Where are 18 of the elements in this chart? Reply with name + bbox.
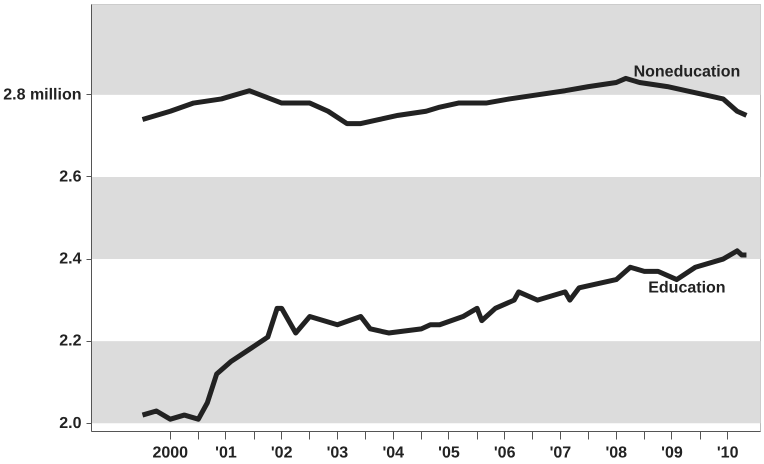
y-tick-label: 2.4: [59, 250, 82, 268]
x-tick-label: '08: [605, 444, 628, 462]
x-tick-label: '10: [716, 444, 739, 462]
x-tick-label: '02: [270, 444, 293, 462]
x-tick-label: '01: [215, 444, 237, 462]
x-tick-label: '03: [326, 444, 348, 462]
x-tick-label: '05: [438, 444, 460, 462]
x-tick-label: '09: [661, 444, 683, 462]
y-tick-label: 2.8 million: [3, 86, 82, 104]
y-tick-label: 2.6: [59, 168, 82, 186]
x-tick-label: '07: [550, 444, 572, 462]
x-tick-label: '04: [382, 444, 404, 462]
series-label: Education: [648, 279, 726, 296]
y-tick-label: 2.0: [59, 414, 82, 432]
series-label: Noneducation: [634, 64, 740, 81]
x-tick-label: 2000: [152, 444, 188, 462]
y-tick-label: 2.2: [59, 332, 82, 350]
x-tick-label: '06: [494, 444, 516, 462]
